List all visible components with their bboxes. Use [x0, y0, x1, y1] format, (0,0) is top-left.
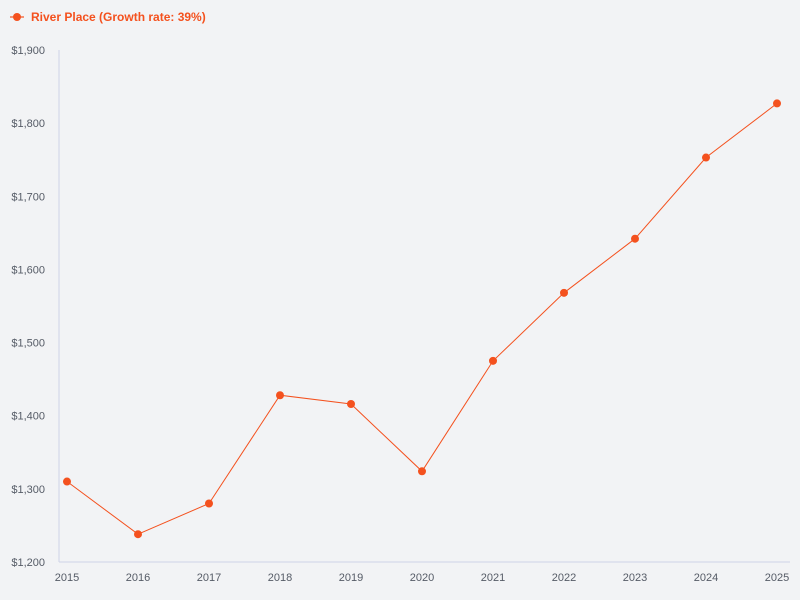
- x-tick-label: 2018: [268, 572, 292, 584]
- legend-label: River Place (Growth rate: 39%): [31, 10, 206, 24]
- x-tick-label: 2021: [481, 572, 505, 584]
- y-tick-label: $1,300: [11, 484, 45, 496]
- y-tick-label: $1,200: [11, 557, 45, 569]
- y-axis-ticks: $1,200 $1,300 $1,400 $1,500 $1,600 $1,700 $1,8…: [11, 45, 45, 569]
- y-tick-label: $1,400: [11, 411, 45, 423]
- data-point[interactable]: [347, 400, 355, 409]
- legend-dot-marker: [13, 13, 21, 21]
- y-tick-label: $1,900: [11, 45, 45, 57]
- x-tick-label: 2019: [339, 572, 363, 584]
- x-tick-label: 2016: [126, 572, 150, 584]
- data-point[interactable]: [560, 288, 568, 297]
- y-tick-label: $1,600: [11, 264, 45, 276]
- data-point[interactable]: [63, 477, 71, 486]
- data-point[interactable]: [134, 530, 142, 539]
- data-point[interactable]: [631, 234, 639, 243]
- y-tick-label: $1,700: [11, 191, 45, 203]
- x-tick-label: 2024: [694, 572, 718, 584]
- data-point[interactable]: [702, 153, 710, 162]
- data-point[interactable]: [205, 499, 213, 508]
- data-point[interactable]: [418, 467, 426, 476]
- y-tick-label: $1,800: [11, 118, 45, 130]
- x-axis-ticks: 2015 2016 2017 2018 2019 2020 2021 2022 2023 2024…: [55, 572, 789, 584]
- series-river-place: [63, 99, 781, 539]
- data-point[interactable]: [489, 356, 497, 365]
- x-tick-label: 2017: [197, 572, 221, 584]
- legend[interactable]: River Place (Growth rate: 39%): [10, 10, 206, 24]
- x-tick-label: 2020: [410, 572, 434, 584]
- y-tick-label: $1,500: [11, 338, 45, 350]
- x-tick-label: 2025: [765, 572, 789, 584]
- x-tick-label: 2015: [55, 572, 79, 584]
- x-tick-label: 2022: [552, 572, 576, 584]
- x-tick-label: 2023: [623, 572, 647, 584]
- data-point[interactable]: [276, 391, 284, 400]
- data-point[interactable]: [773, 99, 781, 108]
